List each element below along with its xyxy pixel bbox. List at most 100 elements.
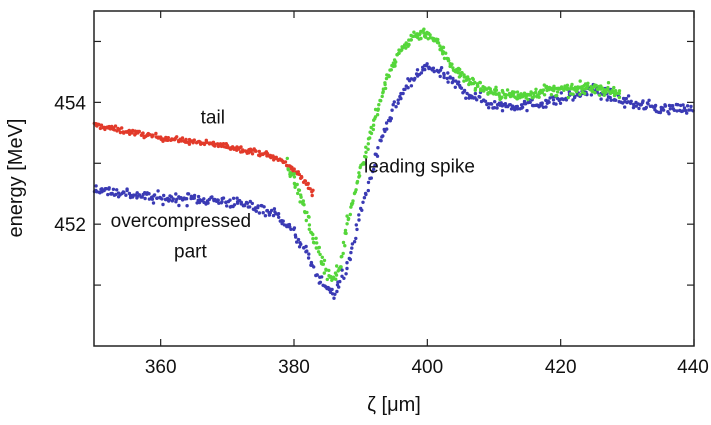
- point-s2-298: [505, 88, 510, 92]
- point-s2-77: [343, 244, 347, 248]
- point-s2-134: [384, 76, 389, 81]
- point-s1-535: [685, 104, 690, 108]
- point-s0-92: [179, 139, 183, 143]
- point-s2-92: [352, 191, 357, 196]
- point-s2-396: [578, 79, 582, 83]
- point-s2-355: [547, 85, 552, 90]
- point-s1-238: [357, 218, 361, 222]
- data-points: [92, 27, 695, 300]
- point-s0-215: [296, 170, 300, 174]
- point-s1-148: [256, 204, 260, 208]
- point-s1-433: [573, 95, 577, 100]
- point-s1-98: [202, 197, 206, 201]
- point-s1-326: [453, 85, 457, 90]
- point-s1-204: [318, 280, 323, 284]
- point-s2-442: [612, 85, 616, 90]
- point-s2-132: [383, 86, 388, 91]
- point-s2-65: [334, 277, 338, 281]
- point-s2-325: [526, 97, 530, 102]
- point-s1-523: [672, 108, 676, 113]
- point-s2-364: [555, 93, 559, 98]
- point-s2-138: [387, 74, 391, 79]
- point-s2-98: [357, 171, 361, 175]
- point-s1-50: [147, 197, 152, 201]
- point-s1-161: [271, 213, 276, 218]
- point-s2-79: [343, 228, 348, 233]
- point-s0-78: [166, 138, 170, 142]
- point-s0-76: [164, 135, 168, 140]
- point-s2-260: [478, 81, 482, 85]
- point-s2-244: [466, 75, 470, 79]
- point-s2-296: [503, 96, 508, 100]
- point-s2-415: [593, 91, 597, 95]
- point-s1-49: [147, 192, 151, 196]
- point-s1-141: [248, 205, 252, 209]
- point-s0-137: [221, 142, 226, 146]
- point-s1-485: [631, 105, 636, 110]
- point-s0-148: [232, 147, 236, 151]
- point-s1-14: [107, 187, 111, 191]
- point-s1-282: [406, 86, 410, 90]
- point-s1-345: [475, 98, 479, 102]
- point-s1-521: [671, 104, 675, 108]
- point-s1-128: [235, 196, 239, 200]
- point-s1-272: [394, 105, 398, 109]
- point-s1-233: [350, 242, 355, 246]
- point-s2-23: [302, 203, 306, 207]
- point-s2-37: [312, 241, 316, 245]
- point-s1-62: [162, 193, 166, 198]
- point-s1-317: [445, 76, 449, 81]
- point-s1-249: [369, 176, 373, 180]
- point-s1-68: [167, 199, 171, 203]
- point-s2-334: [532, 94, 536, 98]
- point-s1-486: [631, 102, 636, 107]
- point-s1-313: [439, 66, 444, 70]
- point-s2-18: [298, 200, 302, 204]
- point-s1-260: [381, 134, 385, 138]
- x-axis-title: ζ [μm]: [367, 394, 421, 416]
- point-s2-93: [354, 188, 358, 192]
- point-s1-292: [415, 68, 420, 72]
- point-s1-478: [623, 105, 627, 109]
- point-s2-213: [442, 56, 447, 61]
- point-s0-63: [151, 133, 155, 137]
- point-s1-470: [614, 98, 618, 103]
- point-s2-38: [314, 236, 318, 240]
- point-s1-538: [689, 104, 693, 109]
- point-s1-178: [289, 227, 293, 231]
- point-s1-515: [663, 104, 668, 108]
- point-s0-6: [98, 126, 103, 131]
- point-s1-192: [305, 249, 309, 253]
- point-s1-225: [342, 276, 346, 280]
- point-s2-66: [334, 273, 339, 277]
- point-s2-53: [324, 268, 328, 272]
- x-tick-label-3: 420: [545, 357, 577, 378]
- point-s1-278: [401, 91, 405, 96]
- point-s0-225: [306, 182, 310, 186]
- point-s1-74: [174, 192, 178, 196]
- point-s2-401: [583, 91, 587, 96]
- point-s2-43: [316, 250, 321, 254]
- y-tick-label-3: 454: [54, 93, 86, 114]
- point-s1-405: [541, 105, 546, 110]
- point-s1-307: [432, 69, 436, 74]
- point-s2-257: [475, 82, 480, 86]
- point-s1-366: [499, 101, 503, 105]
- point-s2-224: [451, 66, 455, 70]
- point-s0-171: [254, 149, 258, 153]
- point-s0-22: [112, 128, 117, 132]
- point-s0-105: [191, 141, 195, 145]
- point-s2-394: [578, 92, 582, 97]
- point-s0-87: [175, 135, 179, 139]
- point-s0-106: [192, 138, 196, 142]
- point-s2-378: [565, 87, 569, 92]
- point-s1-456: [599, 97, 603, 101]
- point-s1-193: [307, 252, 311, 256]
- point-s2-434: [606, 85, 610, 90]
- point-s0-183: [265, 152, 270, 156]
- point-s1-255: [375, 154, 380, 158]
- point-s2-121: [375, 113, 380, 117]
- point-s2-204: [436, 37, 440, 42]
